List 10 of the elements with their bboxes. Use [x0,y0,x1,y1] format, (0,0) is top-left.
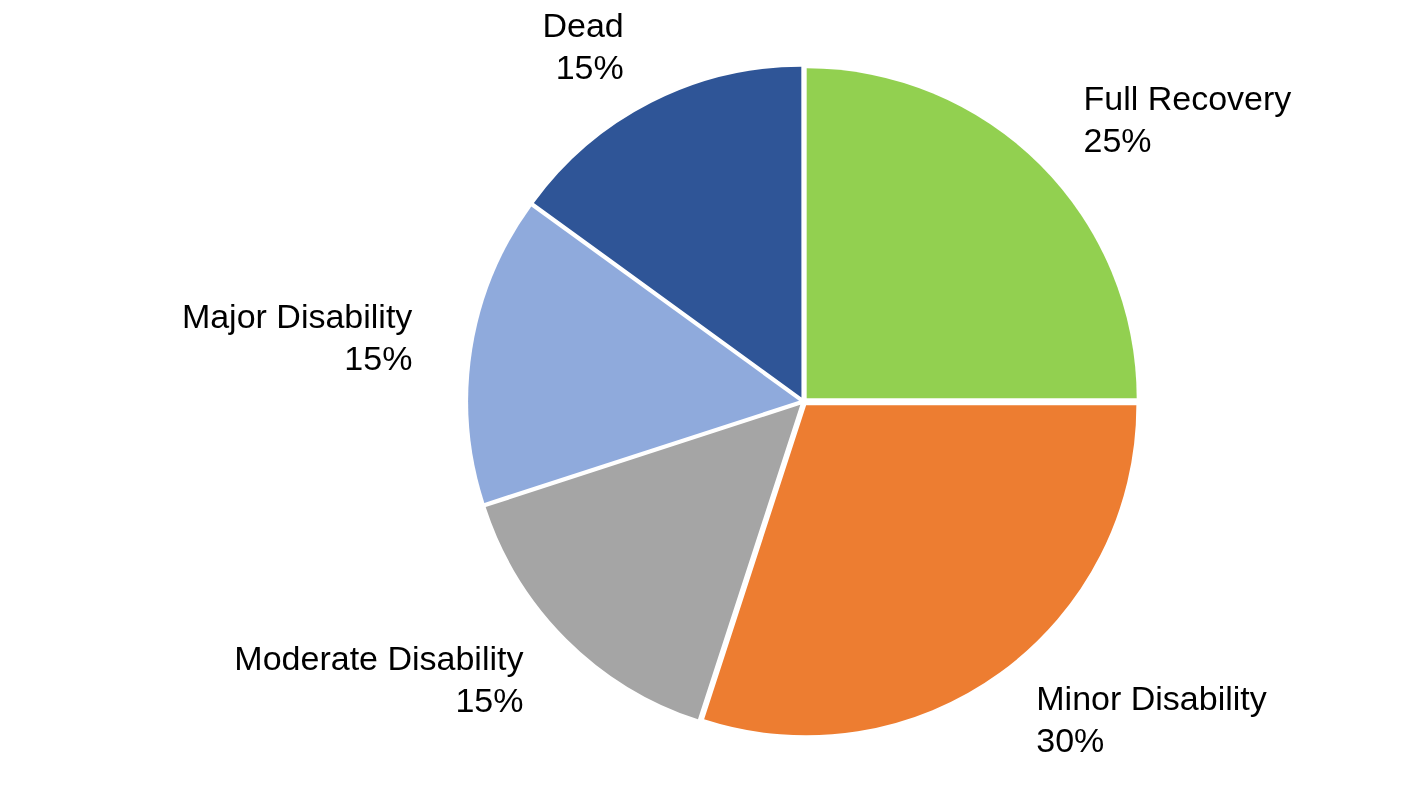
data-label: 15% [555,48,624,87]
data-label: 15% [455,680,524,719]
slice-label: Major Disability [181,296,413,335]
data-label: 30% [1036,721,1105,760]
slice-label: Dead [542,6,624,45]
slice-label: Minor Disability [1036,679,1267,718]
data-label: 15% [344,338,413,377]
data-label: 25% [1083,120,1152,159]
slice-label: Full Recovery [1083,78,1292,117]
slice-label: Moderate Disability [234,638,524,677]
